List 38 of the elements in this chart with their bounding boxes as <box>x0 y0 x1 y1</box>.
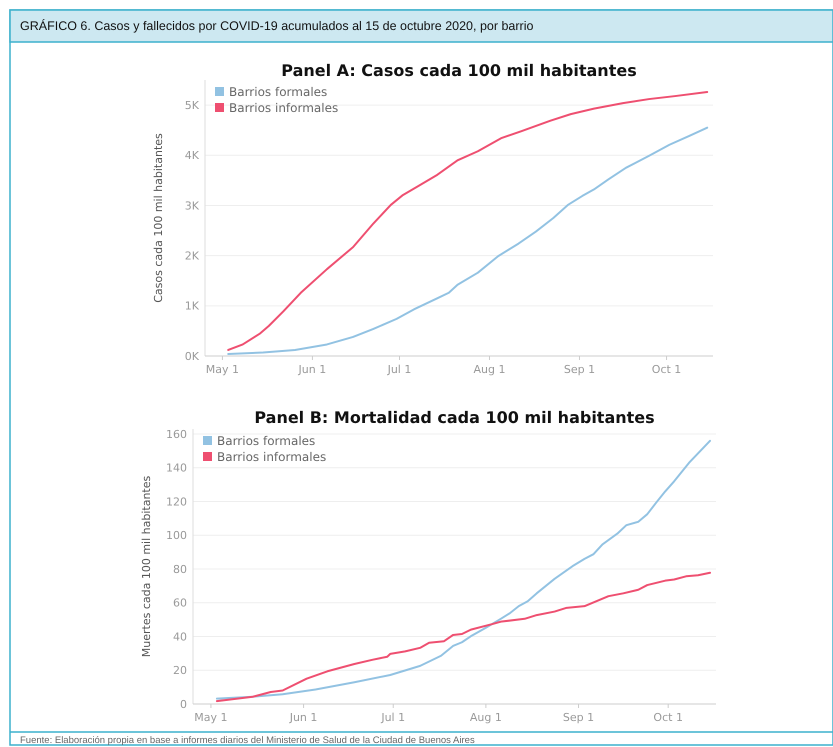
text: GRÁFICO 6. Casos y fallecidos por COVID-19 acumulados al 15 de octubre 2020, por barrio <box>20 19 534 33</box>
y-tick-label: 80 <box>173 562 187 576</box>
x-tick-label: May 1 <box>194 711 228 724</box>
line-series <box>216 572 712 702</box>
legend-label: Barrios informales <box>217 450 326 464</box>
y-tick-label: 100 <box>166 529 187 542</box>
x-tick-label: Oct 1 <box>652 363 682 376</box>
y-axis-title: Muertes cada 100 mil habitantes <box>140 476 153 658</box>
x-tick-label: Jul 1 <box>380 711 406 724</box>
y-tick-label: 5K <box>184 98 200 112</box>
y-tick-label: 20 <box>173 664 187 678</box>
y-tick-label: 4K <box>184 149 200 162</box>
y-tick-label: 120 <box>166 495 187 508</box>
y-tick-label: 0K <box>184 350 200 363</box>
y-tick-label: 60 <box>173 596 187 610</box>
y-tick-label: 0 <box>180 698 187 711</box>
y-tick-label: 2K <box>184 249 200 262</box>
x-tick-label: Oct 1 <box>653 711 683 724</box>
x-tick-label: May 1 <box>206 363 240 376</box>
y-tick-label: 40 <box>173 630 187 644</box>
x-tick-label: Sep 1 <box>564 363 596 376</box>
x-tick-label: Jun 1 <box>288 711 318 724</box>
legend-label: Barrios formales <box>229 85 328 100</box>
y-tick-label: 1K <box>184 300 200 313</box>
y-axis-title: Casos cada 100 mil habitantes <box>152 132 165 303</box>
y-tick-label: 3K <box>184 199 200 212</box>
y-tick-label: 140 <box>166 462 187 475</box>
x-tick-label: Aug 1 <box>473 363 506 376</box>
source-note: Fuente: Elaboración propia en base a informes diarios del Ministerio de Salud de la Ciudad de Buenos Aires <box>20 735 475 746</box>
x-tick-label: Jul 1 <box>386 363 412 376</box>
chart-title: Panel A: Casos cada 100 mil habitantes <box>281 61 637 80</box>
x-tick-label: Sep 1 <box>562 711 594 724</box>
x-tick-label: Jun 1 <box>298 363 326 376</box>
y-tick-label: 160 <box>166 428 187 441</box>
legend-label: Barrios formales <box>217 434 316 448</box>
legend-label: Barrios informales <box>229 101 338 116</box>
chart-title: Panel B: Mortalidad cada 100 mil habitantes <box>254 408 655 427</box>
x-tick-label: Aug 1 <box>470 711 502 724</box>
